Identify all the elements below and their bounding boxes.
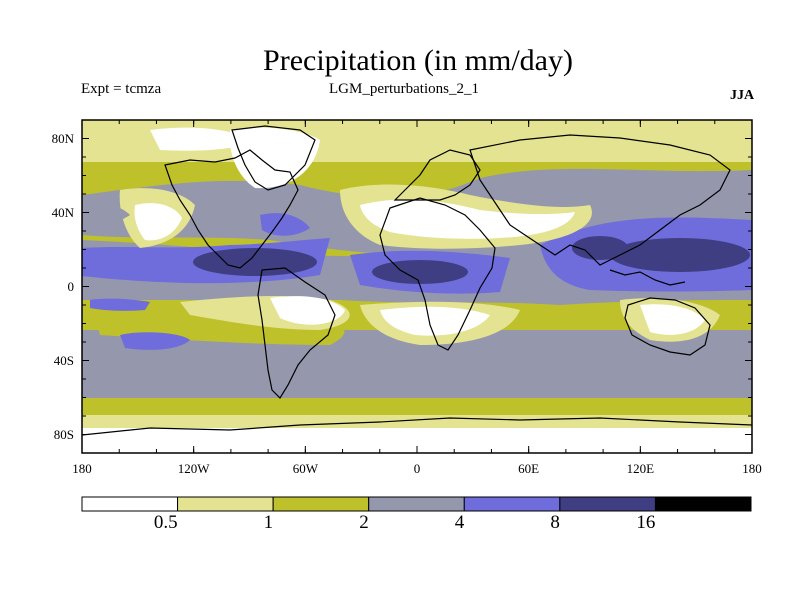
colorbar	[81, 496, 752, 512]
field-nepac-white	[134, 203, 182, 241]
lat-label: 0	[67, 278, 75, 294]
field-wpac-navy	[610, 238, 750, 272]
field-sahara-white	[360, 199, 575, 239]
lon-label: 0	[413, 461, 421, 476]
field-spcz-blue	[90, 298, 150, 311]
coastlines	[82, 125, 752, 436]
lon-label: 120W	[177, 461, 210, 476]
coast-antarctica	[82, 417, 752, 436]
lon-label: 180	[72, 461, 92, 476]
coast-south-america	[257, 267, 336, 399]
lon-label: 60E	[518, 461, 540, 476]
field-epac-navy	[193, 248, 317, 276]
season-label: JJA	[730, 88, 755, 103]
colorbar-label: 8	[550, 512, 560, 533]
field-gulfstream-blue	[260, 213, 310, 236]
coast-australia	[624, 297, 711, 356]
coast-north-america	[164, 149, 299, 269]
plot-title: Precipitation (in mm/day)	[263, 44, 573, 77]
colorbar-swatch	[559, 496, 656, 512]
lon-label: 60W	[292, 461, 318, 476]
coast-africa	[379, 197, 496, 351]
colorbar-swatch	[463, 496, 561, 512]
colorbar-label: 1	[263, 512, 274, 533]
field-south-olive	[82, 398, 752, 418]
experiment-label: Expt = tcmza	[81, 81, 162, 97]
lon-label: 120E	[626, 461, 655, 476]
field-npac-gray	[600, 177, 720, 197]
field-spac-blue	[120, 332, 190, 350]
colorbar-swatch	[177, 496, 274, 512]
colorbar-label: 16	[636, 512, 656, 533]
field-arctic-white	[150, 127, 250, 151]
colorbar-label: 4	[454, 512, 465, 533]
precipitation-field	[82, 120, 752, 453]
lat-label: 80S	[53, 426, 74, 442]
coast-indonesia	[609, 269, 686, 286]
coast-europe	[393, 149, 481, 201]
colorbar-label: 0.5	[153, 512, 178, 533]
field-satl-white	[380, 306, 490, 336]
lat-label: 80N	[51, 130, 74, 146]
colorbar-swatch	[272, 496, 370, 512]
colorbar-swatch	[368, 496, 465, 512]
lon-label: 180	[742, 461, 762, 476]
axis-ticks	[81, 119, 753, 454]
field-australia-white	[640, 304, 705, 335]
coast-asia	[469, 134, 731, 266]
run-name-label: LGM_perturbations_2_1	[329, 81, 479, 97]
field-westpac-gray	[82, 203, 130, 227]
colorbar-swatch	[81, 496, 179, 512]
colorbar-label: 2	[359, 512, 369, 533]
colorbar-swatch	[654, 496, 752, 512]
field-sepac-white	[270, 296, 345, 325]
lat-label: 40S	[53, 352, 74, 368]
coast-greenland	[231, 125, 316, 191]
field-africa-navy	[372, 260, 468, 284]
lat-label: 40N	[51, 204, 74, 220]
field-bengal-navy	[572, 236, 628, 260]
